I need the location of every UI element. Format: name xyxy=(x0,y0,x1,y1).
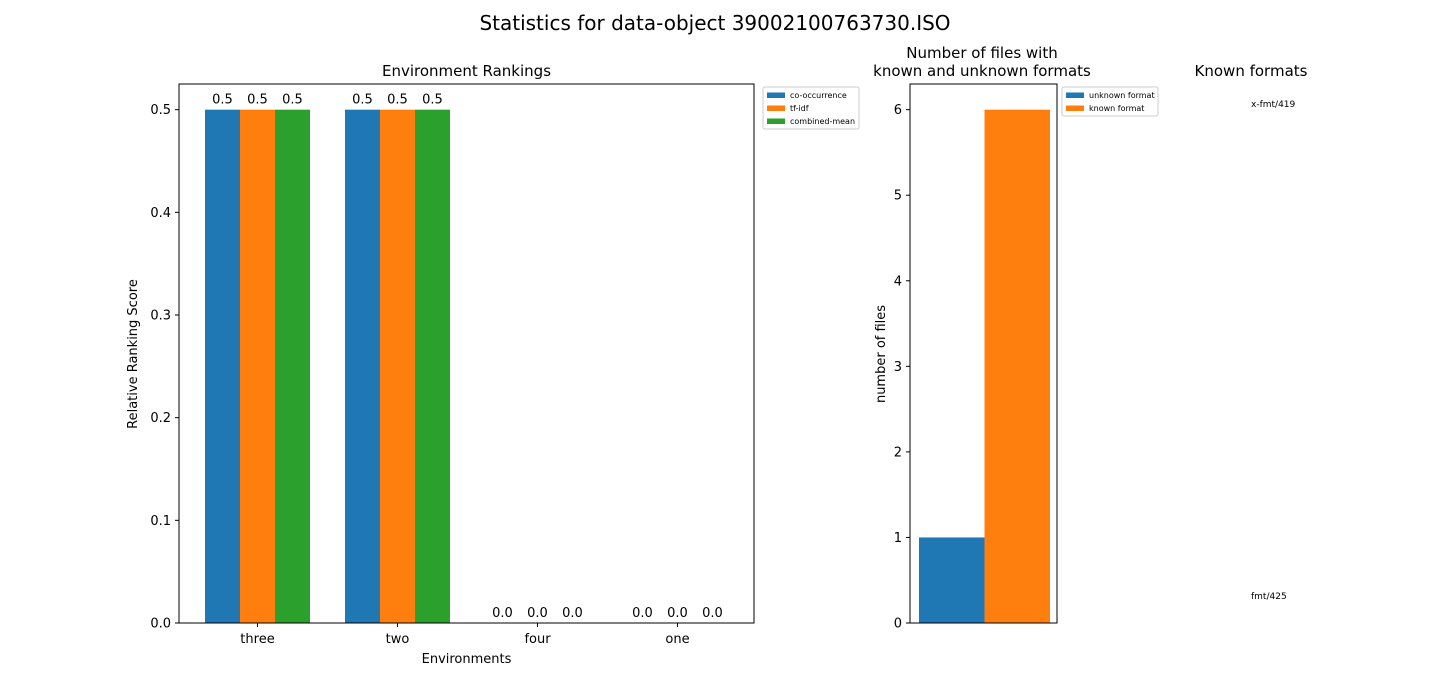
known-formats-chart: Known formats x-fmt/419 fmt/425 xyxy=(1195,62,1308,602)
y-tick-label: 0.1 xyxy=(150,514,171,529)
legend-label-co-occurrence: co-occurrence xyxy=(790,91,847,100)
environment-rankings-xlabel: Environments xyxy=(422,652,512,667)
y-tick-label: 1 xyxy=(894,531,902,546)
data-label-four-co-occurrence: 0.0 xyxy=(492,606,513,621)
y-tick-label: 0.5 xyxy=(150,103,171,118)
y-tick-label: 0 xyxy=(894,617,902,632)
file-format-count-title-line: known and unknown formats xyxy=(873,62,1091,80)
data-label-one-tf-idf: 0.0 xyxy=(667,606,688,621)
data-label-one-co-occurrence: 0.0 xyxy=(632,606,653,621)
x-tick-label-one: one xyxy=(665,632,689,647)
environment-rankings-bars xyxy=(205,109,450,623)
known-formats-label-fmt-425: fmt/425 xyxy=(1251,592,1287,602)
bar-unknown-format xyxy=(919,537,985,623)
data-label-two-combined-mean: 0.5 xyxy=(422,93,443,108)
known-formats-label-x-fmt-419: x-fmt/419 xyxy=(1251,100,1296,110)
y-tick-label: 4 xyxy=(894,274,902,289)
y-tick-label: 0.3 xyxy=(150,309,171,324)
environment-rankings-axes-frame xyxy=(178,83,755,624)
x-tick-label-four: four xyxy=(524,632,551,647)
file-format-count-y-ticks: 0 1 2 3 4 5 6 xyxy=(894,103,910,632)
x-tick-label-two: two xyxy=(386,632,410,647)
bar-three-tf-idf xyxy=(240,109,275,623)
data-label-three-tf-idf: 0.5 xyxy=(247,93,268,108)
environment-rankings-y-ticks: 0.0 0.1 0.2 0.3 0.4 0.5 xyxy=(150,103,179,632)
bar-known-format xyxy=(984,109,1050,623)
file-format-count-title: Number of files with known and unknown fo… xyxy=(873,44,1091,80)
legend-swatch-combined-mean xyxy=(767,118,785,124)
environment-rankings-legend-box xyxy=(762,86,860,130)
file-format-count-ylabel: number of files xyxy=(874,305,889,403)
file-format-count-chart: Number of files with known and unknown fo… xyxy=(873,44,1159,632)
y-tick-label: 2 xyxy=(894,445,902,460)
legend-label-known-format: known format xyxy=(1089,104,1144,113)
file-format-count-axes-frame xyxy=(909,83,1058,624)
x-tick-label-three: three xyxy=(240,632,274,647)
file-format-count-legend: unknown format known format xyxy=(1061,86,1159,117)
environment-rankings-data-labels: 0.5 0.5 0.5 0.5 0.5 0.5 0.0 0.0 0.0 0.0 0.0 0.0 xyxy=(212,93,723,621)
legend-label-combined-mean: combined-mean xyxy=(790,117,855,126)
environment-rankings-ylabel: Relative Ranking Score xyxy=(126,279,141,429)
legend-label-tf-idf: tf-idf xyxy=(790,104,809,113)
figure-title: Statistics for data-object 3900210076373… xyxy=(479,11,950,35)
environment-rankings-chart: Environment Rankings 0.5 0.5 0.5 0.5 0.5 0.50… xyxy=(126,62,860,667)
bar-two-tf-idf xyxy=(380,109,415,623)
bar-three-combined-mean xyxy=(275,109,310,623)
environment-rankings-legend: co-occurrence tf-idf combined-mean xyxy=(762,86,860,130)
legend-label-unknown-format: unknown format xyxy=(1089,91,1155,100)
y-tick-label: 3 xyxy=(894,360,902,375)
data-label-four-tf-idf: 0.0 xyxy=(527,606,548,621)
legend-swatch-known-format xyxy=(1066,105,1084,111)
legend-swatch-tf-idf xyxy=(767,105,785,111)
file-format-count-title-line: Number of files with xyxy=(906,44,1058,62)
y-tick-label: 0.4 xyxy=(150,206,171,221)
file-format-count-legend-box xyxy=(1061,86,1159,117)
data-label-two-tf-idf: 0.5 xyxy=(387,93,408,108)
y-tick-label: 5 xyxy=(894,189,902,204)
data-label-three-combined-mean: 0.5 xyxy=(282,93,303,108)
bar-two-co-occurrence xyxy=(345,109,380,623)
y-tick-label: 6 xyxy=(894,103,902,118)
bar-three-co-occurrence xyxy=(205,109,240,623)
data-label-one-combined-mean: 0.0 xyxy=(702,606,723,621)
y-tick-label: 0.0 xyxy=(150,617,171,632)
data-label-three-co-occurrence: 0.5 xyxy=(212,93,233,108)
environment-rankings-title: Environment Rankings xyxy=(382,62,551,80)
bar-two-combined-mean xyxy=(415,109,450,623)
data-label-four-combined-mean: 0.0 xyxy=(562,606,583,621)
data-label-two-co-occurrence: 0.5 xyxy=(352,93,373,108)
file-format-count-bars xyxy=(919,109,1050,623)
legend-swatch-unknown-format xyxy=(1066,92,1084,98)
y-tick-label: 0.2 xyxy=(150,411,171,426)
known-formats-title: Known formats xyxy=(1195,62,1308,80)
environment-rankings-x-ticks: three two four one xyxy=(240,623,690,647)
legend-swatch-co-occurrence xyxy=(767,92,785,98)
